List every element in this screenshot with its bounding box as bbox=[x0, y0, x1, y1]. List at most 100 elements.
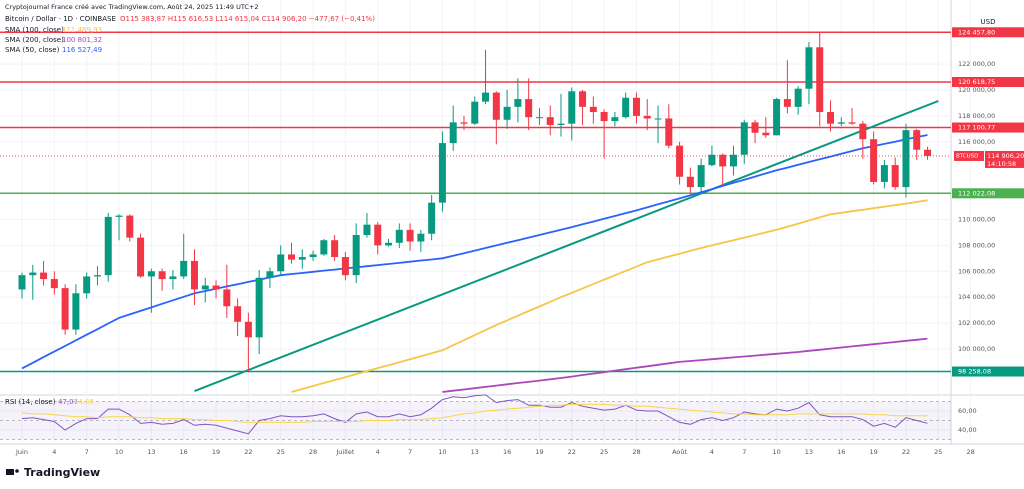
y-tick-label: 118 000,00 bbox=[958, 112, 995, 120]
candle-body bbox=[417, 233, 425, 242]
candle-body bbox=[137, 237, 145, 277]
candle-body bbox=[600, 112, 608, 122]
level-label: 120 618,75 bbox=[958, 78, 995, 86]
candle-body bbox=[298, 257, 306, 260]
logo-text: TradingView bbox=[24, 466, 100, 479]
candle-body bbox=[482, 92, 490, 102]
candle-body bbox=[525, 99, 533, 118]
candle-body bbox=[632, 97, 640, 116]
rsi-title: RSI (14, close) bbox=[5, 398, 56, 406]
candle-body bbox=[363, 224, 371, 236]
candle-body bbox=[859, 123, 867, 140]
candle-body bbox=[729, 154, 737, 167]
ohlc-header: O115 383,87 H115 616,53 L114 615,04 C114… bbox=[120, 15, 375, 23]
level-label: 124 457,80 bbox=[958, 28, 995, 36]
x-tick-label: 7 bbox=[408, 448, 412, 456]
x-tick-label: 22 bbox=[568, 448, 576, 456]
x-tick-label: Juillet bbox=[335, 448, 354, 456]
legend-name: SMA (50, close) bbox=[5, 46, 60, 54]
level-label: 112 022,08 bbox=[958, 189, 995, 197]
candle-body bbox=[158, 271, 166, 280]
candle-body bbox=[880, 165, 888, 182]
candle-body bbox=[180, 260, 188, 277]
currency: USD bbox=[981, 18, 996, 26]
candle-body bbox=[309, 254, 317, 258]
level-tag bbox=[952, 27, 1024, 38]
candle-body bbox=[622, 97, 630, 118]
credit: Cryptojournal France créé avec TradingVi… bbox=[5, 3, 259, 11]
candle-body bbox=[783, 99, 791, 107]
symbol-title: Bitcoin / Dollar · 1D · COINBASE bbox=[5, 15, 116, 23]
x-tick-label: Juin bbox=[15, 448, 28, 456]
x-tick-label: 4 bbox=[52, 448, 56, 456]
candle-body bbox=[29, 272, 37, 276]
candle-body bbox=[848, 122, 856, 124]
legend-name: SMA (100, close) bbox=[5, 26, 64, 34]
candle-body bbox=[805, 47, 813, 89]
candle-body bbox=[762, 132, 770, 136]
x-tick-label: 19 bbox=[212, 448, 220, 456]
legend-value: 116 527,49 bbox=[62, 46, 102, 54]
candle-body bbox=[471, 101, 479, 124]
candle-body bbox=[611, 117, 619, 122]
x-tick-label: 22 bbox=[902, 448, 910, 456]
rsi-line bbox=[21, 403, 928, 423]
sma-line bbox=[291, 199, 928, 393]
candle-body bbox=[676, 145, 684, 177]
candle-body bbox=[320, 240, 328, 255]
candle-body bbox=[535, 117, 543, 119]
x-tick-label: 25 bbox=[934, 448, 942, 456]
x-tick-label: 13 bbox=[147, 448, 155, 456]
candle-body bbox=[104, 216, 112, 276]
candle-body bbox=[61, 288, 69, 330]
x-tick-label: 19 bbox=[535, 448, 543, 456]
y-tick-label: 120 000,00 bbox=[958, 86, 995, 94]
sma-line bbox=[442, 337, 928, 393]
candle-body bbox=[514, 99, 522, 107]
x-tick-label: 13 bbox=[471, 448, 479, 456]
candle-body bbox=[40, 272, 48, 280]
level-tag bbox=[952, 122, 1024, 133]
y-tick-label: 102 000,00 bbox=[958, 319, 995, 327]
sma-line bbox=[21, 134, 928, 370]
y-tick-label: 110 000,00 bbox=[958, 215, 995, 223]
x-tick-label: 28 bbox=[632, 448, 640, 456]
candle-body bbox=[374, 224, 382, 246]
candle-body bbox=[126, 215, 134, 238]
legend-value: 111 489,93 bbox=[62, 26, 102, 34]
candle-body bbox=[385, 242, 393, 246]
x-tick-label: 25 bbox=[600, 448, 608, 456]
level-label: 98 258,08 bbox=[958, 368, 991, 376]
x-tick-label: 10 bbox=[115, 448, 123, 456]
x-tick-label: 16 bbox=[180, 448, 188, 456]
x-tick-label: 16 bbox=[503, 448, 511, 456]
candle-body bbox=[740, 122, 748, 155]
rsi-line bbox=[21, 394, 928, 435]
candle-body bbox=[557, 123, 565, 125]
candle-body bbox=[72, 293, 80, 330]
candle-body bbox=[665, 118, 673, 146]
candle-body bbox=[751, 122, 759, 133]
level-tag bbox=[952, 76, 1024, 87]
candle-body bbox=[18, 275, 26, 290]
candle-body bbox=[827, 112, 834, 124]
x-tick-label: 4 bbox=[376, 448, 380, 456]
candle-body bbox=[201, 285, 209, 290]
candle-body bbox=[837, 122, 845, 124]
candle-body bbox=[190, 260, 198, 290]
level-tag bbox=[952, 188, 1024, 199]
logo: TradingView bbox=[6, 466, 100, 479]
candle-body bbox=[266, 271, 274, 278]
y-tick-label: 106 000,00 bbox=[958, 267, 995, 275]
candle-body bbox=[891, 165, 899, 188]
candle-body bbox=[913, 130, 921, 150]
candle-body bbox=[492, 92, 500, 120]
candle-body bbox=[816, 47, 824, 113]
candle-body bbox=[406, 229, 414, 242]
candle-body bbox=[50, 279, 58, 289]
level-label: 117 100,77 bbox=[958, 124, 995, 132]
logo-icon bbox=[15, 469, 19, 473]
x-tick-label: 22 bbox=[244, 448, 252, 456]
x-tick-label: 16 bbox=[837, 448, 845, 456]
